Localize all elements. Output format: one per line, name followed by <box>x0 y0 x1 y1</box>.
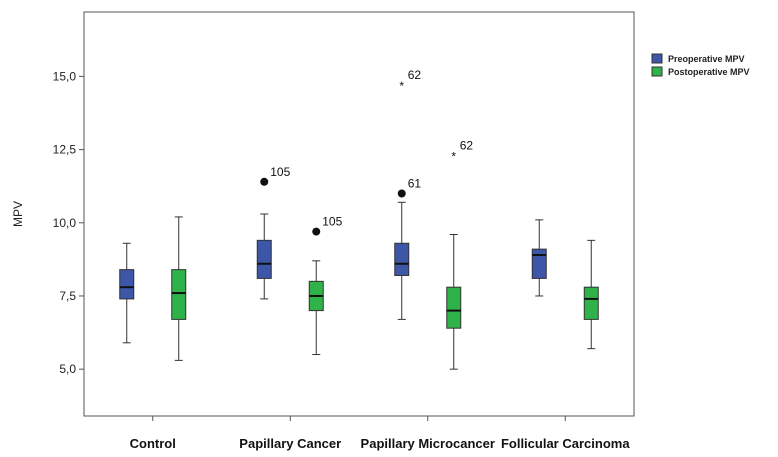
category-label: Control <box>130 436 176 451</box>
box <box>119 269 135 300</box>
box-group <box>531 219 547 297</box>
outlier-label: 105 <box>270 165 290 179</box>
box-group: 61 * 62 <box>394 68 422 320</box>
outlier-label: 62 <box>408 68 422 82</box>
outlier-label: 61 <box>408 177 422 191</box>
outlier-marker <box>397 189 406 198</box>
legend-label: Preoperative MPV <box>668 54 745 64</box>
box <box>171 269 187 320</box>
box <box>583 286 599 320</box>
outlier-marker <box>260 177 269 186</box>
box-group <box>119 242 135 344</box>
plot-frame <box>83 11 635 417</box>
category-label: Papillary Cancer <box>239 436 341 451</box>
box-group <box>171 216 187 361</box>
y-tick-label: 15,0 <box>53 69 77 83</box>
y-tick-label: 12,5 <box>53 143 77 157</box>
legend-swatch <box>651 53 663 64</box>
x-axis: Control Papillary Cancer Papillary Microca… <box>130 416 630 451</box>
outlier-marker: * <box>399 79 404 93</box>
box <box>394 242 410 276</box>
box-group <box>583 239 599 350</box>
legend: Preoperative MPV Postoperative MPV <box>651 53 750 77</box>
boxes-layer: 105 61 * 62 105 * 62 <box>119 68 599 370</box>
box <box>446 286 462 329</box>
outlier-label: 105 <box>322 215 342 229</box>
y-tick-label: 10,0 <box>53 216 77 230</box>
box-group: 105 <box>308 215 343 356</box>
y-axis: 5,0 7,5 10,0 12,5 15,0 <box>53 69 84 376</box>
category-label: Papillary Microcancer <box>361 436 495 451</box>
legend-swatch <box>651 66 663 77</box>
box <box>531 248 547 279</box>
box <box>256 239 272 279</box>
outlier-marker: * <box>451 149 456 163</box>
outlier-label: 62 <box>460 138 474 152</box>
y-tick-label: 5,0 <box>59 362 76 376</box>
box-group: 105 <box>256 165 291 300</box>
outlier-marker <box>312 227 321 236</box>
y-axis-title: MPV <box>11 201 25 227</box>
y-tick-label: 7,5 <box>59 289 76 303</box>
box-group: * 62 <box>446 138 474 370</box>
legend-label: Postoperative MPV <box>668 67 750 77</box>
category-label: Follicular Carcinoma <box>501 436 630 451</box>
